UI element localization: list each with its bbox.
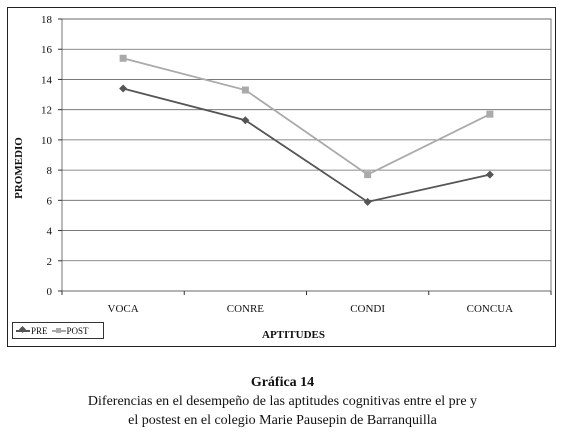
y-tick-label: 8	[47, 165, 53, 177]
legend-item-post: POST	[51, 325, 89, 336]
data-point-pre	[119, 84, 128, 93]
data-point-post	[119, 54, 127, 62]
caption-line-1: Diferencias en el desempeño de las aptit…	[87, 394, 478, 409]
figure-caption: Gráfica 14 Diferencias en el desempeño d…	[0, 374, 565, 430]
chart-frame	[7, 7, 556, 347]
plot-area	[61, 18, 552, 292]
y-tick-label: 14	[41, 74, 53, 86]
legend: PRE POST	[12, 322, 104, 339]
y-tick-label: 2	[47, 256, 53, 268]
data-point-post	[486, 110, 494, 118]
legend-label-pre: PRE	[31, 325, 48, 336]
caption-title: Gráfica 14	[250, 375, 315, 390]
y-tick-label: 4	[47, 226, 53, 238]
x-tick-label: VOCA	[108, 303, 139, 315]
y-tick-label: 12	[41, 105, 52, 117]
y-axis-title: PROMEDIO	[13, 137, 25, 199]
data-point-pre	[241, 116, 250, 125]
data-point-pre	[363, 197, 372, 206]
data-point-post	[241, 86, 249, 94]
x-tick-label: CONCUA	[467, 303, 514, 315]
y-tick-label: 6	[47, 195, 53, 207]
legend-label-post: POST	[66, 325, 89, 336]
x-axis-title: APTITUDES	[262, 329, 325, 341]
series-line-post	[122, 57, 491, 176]
series-line-pre	[122, 87, 491, 203]
y-tick-label: 18	[41, 14, 53, 26]
data-point-pre	[485, 170, 494, 179]
caption-line-2: el postest en el colegio Marie Pausepin …	[128, 413, 437, 428]
y-tick-label: 16	[41, 44, 53, 56]
legend-swatch-post	[51, 326, 66, 335]
x-tick-label: CONDI	[350, 303, 385, 315]
x-tick-label: CONRE	[227, 303, 265, 315]
y-tick-label: 0	[47, 286, 53, 298]
legend-swatch-pre	[16, 326, 30, 335]
data-point-post	[364, 171, 372, 179]
y-tick-label: 10	[41, 135, 53, 147]
legend-item-pre: PRE	[16, 326, 48, 336]
